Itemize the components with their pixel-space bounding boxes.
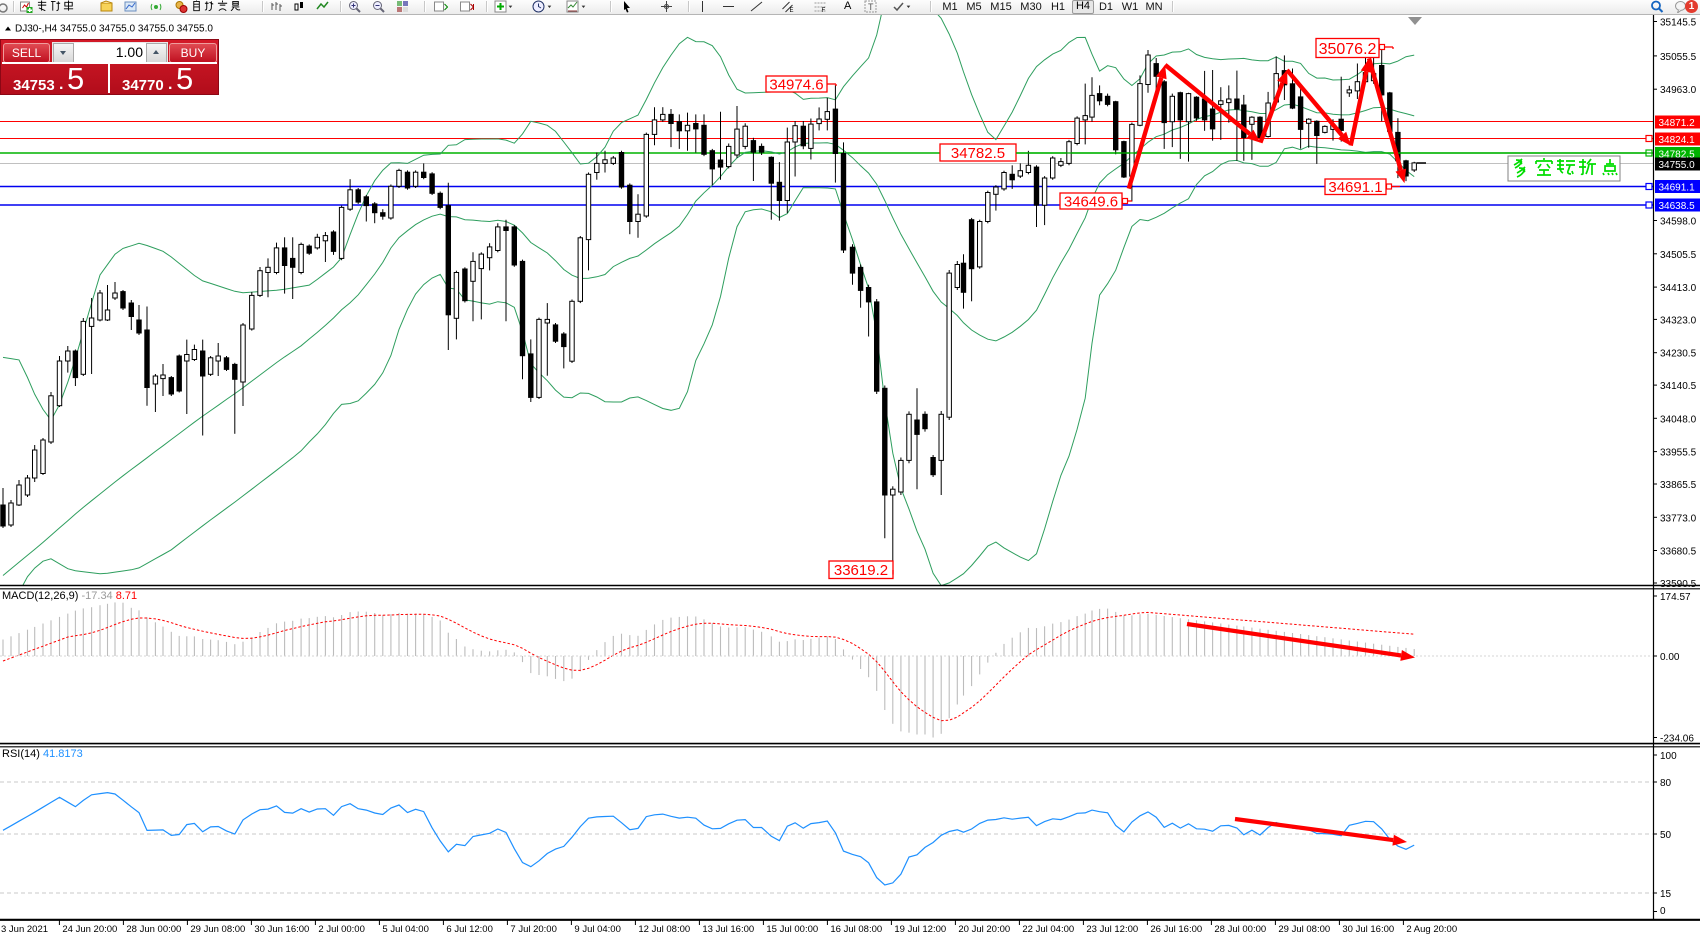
svg-text:24 Jun 20:00: 24 Jun 20:00 <box>62 924 117 935</box>
svg-text:RSI(14) 41.8173: RSI(14) 41.8173 <box>2 748 83 760</box>
svg-text:20 Jul 20:00: 20 Jul 20:00 <box>958 924 1010 935</box>
svg-text:33773.0: 33773.0 <box>1660 513 1697 524</box>
svg-text:22 Jul 04:00: 22 Jul 04:00 <box>1022 924 1074 935</box>
svg-text:34323.0: 34323.0 <box>1660 315 1697 326</box>
svg-text:34140.5: 34140.5 <box>1660 381 1697 392</box>
svg-text:DJ30-,H4 34755.0 34755.0 3475: DJ30-,H4 34755.0 34755.0 34755.0 34755.0 <box>15 24 213 35</box>
svg-text:T: T <box>868 2 874 12</box>
svg-text:35076.2: 35076.2 <box>1319 41 1377 58</box>
svg-text:34871.2: 34871.2 <box>1659 118 1696 129</box>
svg-text:34824.1: 34824.1 <box>1659 135 1696 146</box>
svg-text:33590.5: 33590.5 <box>1660 579 1697 590</box>
svg-text:34413.0: 34413.0 <box>1660 283 1697 294</box>
svg-text:34505.5: 34505.5 <box>1660 250 1697 261</box>
svg-text:100: 100 <box>1660 751 1677 762</box>
svg-text:33865.5: 33865.5 <box>1660 480 1697 491</box>
svg-text:34755.0: 34755.0 <box>1659 160 1696 171</box>
svg-text:34782.5: 34782.5 <box>951 145 1005 162</box>
svg-text:34598.0: 34598.0 <box>1660 217 1697 228</box>
svg-text:34974.6: 34974.6 <box>769 76 823 93</box>
svg-text:0: 0 <box>1660 906 1666 917</box>
svg-text:F: F <box>822 8 826 13</box>
svg-text:34782.5: 34782.5 <box>1659 149 1696 160</box>
svg-text:33619.2: 33619.2 <box>834 562 888 579</box>
svg-text:5 Jul 04:00: 5 Jul 04:00 <box>382 924 428 935</box>
svg-text:13 Jul 16:00: 13 Jul 16:00 <box>702 924 754 935</box>
svg-text:2 Aug 20:00: 2 Aug 20:00 <box>1406 924 1457 935</box>
svg-text:15: 15 <box>1660 889 1672 900</box>
svg-text:23 Jul 12:00: 23 Jul 12:00 <box>1086 924 1138 935</box>
svg-text:19 Jul 12:00: 19 Jul 12:00 <box>894 924 946 935</box>
svg-text:35055.5: 35055.5 <box>1660 52 1697 63</box>
svg-text:34691.1: 34691.1 <box>1659 182 1696 193</box>
svg-text:34048.0: 34048.0 <box>1660 414 1697 425</box>
svg-text:26 Jul 16:00: 26 Jul 16:00 <box>1150 924 1202 935</box>
svg-text:34230.5: 34230.5 <box>1660 349 1697 360</box>
svg-text:6 Jul 12:00: 6 Jul 12:00 <box>446 924 492 935</box>
svg-text:-234.06: -234.06 <box>1660 734 1694 745</box>
svg-text:28 Jun 00:00: 28 Jun 00:00 <box>126 924 181 935</box>
svg-text:174.57: 174.57 <box>1660 592 1691 603</box>
svg-text:35145.5: 35145.5 <box>1660 18 1697 29</box>
svg-text:34691.1: 34691.1 <box>1328 179 1382 196</box>
svg-text:0.00: 0.00 <box>1660 652 1680 663</box>
svg-text:29 Jun 08:00: 29 Jun 08:00 <box>190 924 245 935</box>
svg-text:34649.6: 34649.6 <box>1064 193 1118 210</box>
svg-text:80: 80 <box>1660 778 1672 789</box>
svg-text:15 Jul 00:00: 15 Jul 00:00 <box>766 924 818 935</box>
svg-text:50: 50 <box>1660 830 1672 841</box>
svg-text:16 Jul 08:00: 16 Jul 08:00 <box>830 924 882 935</box>
svg-text:MACD(12,26,9) -17.34 8.71: MACD(12,26,9) -17.34 8.71 <box>2 590 137 602</box>
svg-text:28 Jul 00:00: 28 Jul 00:00 <box>1214 924 1266 935</box>
svg-text:9 Jul 04:00: 9 Jul 04:00 <box>574 924 620 935</box>
svg-text:30 Jun 16:00: 30 Jun 16:00 <box>254 924 309 935</box>
svg-text:2 Jul 00:00: 2 Jul 00:00 <box>318 924 364 935</box>
svg-text:34638.5: 34638.5 <box>1659 201 1696 212</box>
svg-text:34963.0: 34963.0 <box>1660 85 1697 96</box>
svg-text:33955.5: 33955.5 <box>1660 448 1697 459</box>
svg-text:30 Jul 16:00: 30 Jul 16:00 <box>1342 924 1394 935</box>
svg-text:12 Jul 08:00: 12 Jul 08:00 <box>638 924 690 935</box>
svg-text:33680.5: 33680.5 <box>1660 547 1697 558</box>
svg-text:3 Jun 2021: 3 Jun 2021 <box>1 924 48 935</box>
svg-text:29 Jul 08:00: 29 Jul 08:00 <box>1278 924 1330 935</box>
svg-text:7 Jul 20:00: 7 Jul 20:00 <box>510 924 556 935</box>
svg-text:E: E <box>790 8 794 13</box>
